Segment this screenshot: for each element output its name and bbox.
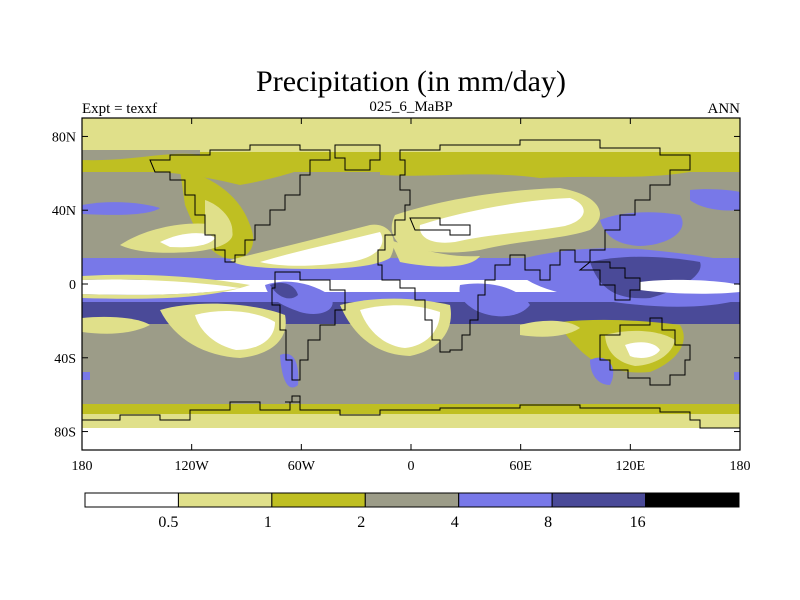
field-patch xyxy=(690,189,740,211)
field-patch xyxy=(82,150,200,161)
coastline-antarctica xyxy=(82,401,740,429)
x-tick-label: 180 xyxy=(730,459,751,474)
experiment-label: Expt = texxf xyxy=(82,101,157,117)
coastlines xyxy=(82,139,740,429)
field-band xyxy=(82,428,740,450)
field-patch xyxy=(600,212,683,246)
field-patch xyxy=(82,372,90,380)
x-tick-label: 120W xyxy=(175,459,210,474)
field-patch xyxy=(360,305,440,348)
y-tick-label: 40S xyxy=(54,352,76,367)
x-tick-label: 120E xyxy=(616,459,646,474)
coastline-mediterranean xyxy=(409,217,471,236)
y-tick-label: 40N xyxy=(52,204,76,219)
colorbar: 0.5 1 2 4 8 16 xyxy=(84,492,740,531)
field-band xyxy=(82,414,740,428)
field-patch xyxy=(380,160,690,178)
x-tick-label: 180 xyxy=(72,459,93,474)
y-tick-label: 80N xyxy=(52,130,76,145)
colorbar-label: 16 xyxy=(630,514,646,531)
coastline-antarctic-peninsula xyxy=(285,395,301,403)
chart-title: Precipitation (in mm/day) xyxy=(256,65,566,98)
colorbar-label: 1 xyxy=(264,514,272,531)
field-patch xyxy=(82,279,240,295)
field-band xyxy=(82,292,740,302)
colorbar-swatch xyxy=(458,492,553,508)
y-tick-label: 0 xyxy=(69,278,76,293)
coastline-north-america xyxy=(149,144,331,263)
colorbar-swatch xyxy=(645,492,740,508)
field-patch xyxy=(419,198,584,243)
colorbar-label: 8 xyxy=(544,514,552,531)
field-patch xyxy=(82,152,330,185)
field-patch xyxy=(459,283,530,317)
coastline-australia xyxy=(599,317,691,386)
field-patch xyxy=(590,357,614,385)
field-patch xyxy=(160,233,215,248)
y-axis: 80N 40N 0 40S 80S xyxy=(52,130,740,441)
colorbar-label: 0.5 xyxy=(158,514,178,531)
x-tick-label: 60E xyxy=(509,459,532,474)
field-patch xyxy=(734,372,740,380)
colorbar-swatch xyxy=(551,492,647,508)
colorbar-swatch xyxy=(177,492,273,508)
field-patch xyxy=(195,310,275,350)
colorbar-swatch xyxy=(364,492,460,508)
x-tick-label: 0 xyxy=(408,459,415,474)
field-band xyxy=(82,130,740,152)
field-patch xyxy=(260,232,383,266)
field-patch xyxy=(82,202,160,215)
field-patch xyxy=(270,282,298,299)
colorbar-swatch xyxy=(84,492,179,508)
field-patch xyxy=(280,353,299,388)
x-tick-label: 60W xyxy=(288,459,316,474)
coastline-greenland xyxy=(334,144,381,171)
colorbar-swatch xyxy=(271,492,366,508)
field-patch xyxy=(520,320,580,337)
field-patch xyxy=(390,240,480,267)
coastline-south-america xyxy=(271,271,346,381)
field-band xyxy=(82,404,740,414)
coastline-southeast-asia xyxy=(578,261,641,301)
field-patch xyxy=(640,279,740,294)
field-patch xyxy=(82,316,150,334)
y-tick-label: 80S xyxy=(54,426,76,441)
season-label: ANN xyxy=(708,101,741,117)
colorbar-label: 4 xyxy=(451,514,459,531)
colorbar-label: 2 xyxy=(357,514,365,531)
time-label: 025_6_MaBP xyxy=(369,99,452,115)
precipitation-field xyxy=(82,118,740,450)
field-patch xyxy=(625,342,660,358)
coastline-eurasia-africa xyxy=(377,139,691,353)
x-axis: 180 120W 60W 0 60E 120E 180 xyxy=(72,118,751,474)
field-patch xyxy=(82,274,250,299)
